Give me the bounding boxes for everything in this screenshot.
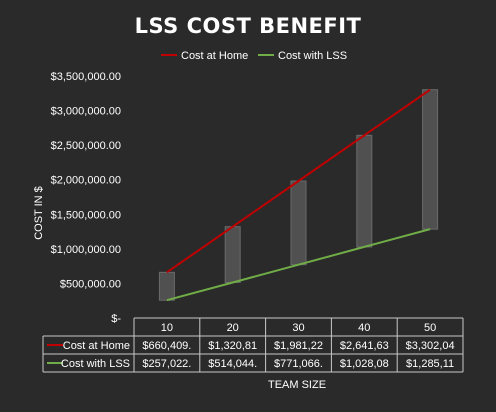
y-tick-label: $3,500,000.00 — [51, 71, 121, 83]
y-tick-label: $- — [111, 313, 121, 325]
table-cell: $771,066. — [274, 358, 323, 370]
table-cell: $3,302,04 — [406, 340, 455, 352]
x-tick-label: 50 — [424, 322, 436, 334]
x-tick-label: 10 — [161, 322, 173, 334]
legend: Cost at Home Cost with LSS — [161, 50, 347, 62]
high-low-bars — [158, 89, 439, 301]
table-cell: $660,409. — [142, 340, 191, 352]
high-low-bar — [224, 226, 241, 283]
y-tick-label: $3,000,000.00 — [51, 106, 121, 118]
chart-title: LSS COST BENEFIT — [135, 14, 362, 38]
x-tick-label: 40 — [358, 322, 370, 334]
table-row-label: Cost with LSS — [61, 358, 130, 370]
x-tick-label: 30 — [292, 322, 304, 334]
series-line — [166, 228, 431, 302]
series-line — [166, 88, 431, 274]
high-low-bar — [356, 134, 373, 248]
high-low-bar — [158, 271, 175, 301]
table-cell: $1,320,81 — [208, 340, 257, 352]
y-tick-label: $1,500,000.00 — [51, 209, 121, 221]
table-cell: $1,285,11 — [406, 358, 454, 370]
y-tick-label: $2,000,000.00 — [51, 175, 121, 187]
legend-label: Cost with LSS — [278, 50, 347, 62]
table-cell: $257,022. — [142, 358, 191, 370]
table-cell: $1,981,22 — [274, 340, 323, 352]
high-low-bar — [422, 89, 439, 230]
table-row-label: Cost at Home — [63, 340, 130, 352]
table-cell: $1,028,08 — [340, 358, 389, 370]
table-cell: $2,641,63 — [340, 340, 389, 352]
data-table: 10 20 30 40 50 Cost at Home $660,409. $1,320,81… — [42, 317, 464, 373]
x-axis-label: TEAM SIZE — [268, 379, 326, 391]
high-low-bar — [290, 180, 307, 266]
legend-label: Cost at Home — [181, 50, 248, 62]
series-lines — [166, 88, 431, 302]
y-tick-label: $500,000.00 — [60, 278, 121, 290]
table-cell: $514,044. — [208, 358, 257, 370]
y-axis-label: COST IN $ — [33, 186, 45, 240]
y-tick-label: $2,500,000.00 — [51, 140, 121, 152]
x-tick-label: 20 — [227, 322, 239, 334]
y-tick-label: $1,000,000.00 — [51, 244, 121, 256]
y-axis: $- $500,000.00 $1,000,000.00 $1,500,000.00 $… — [51, 71, 122, 325]
